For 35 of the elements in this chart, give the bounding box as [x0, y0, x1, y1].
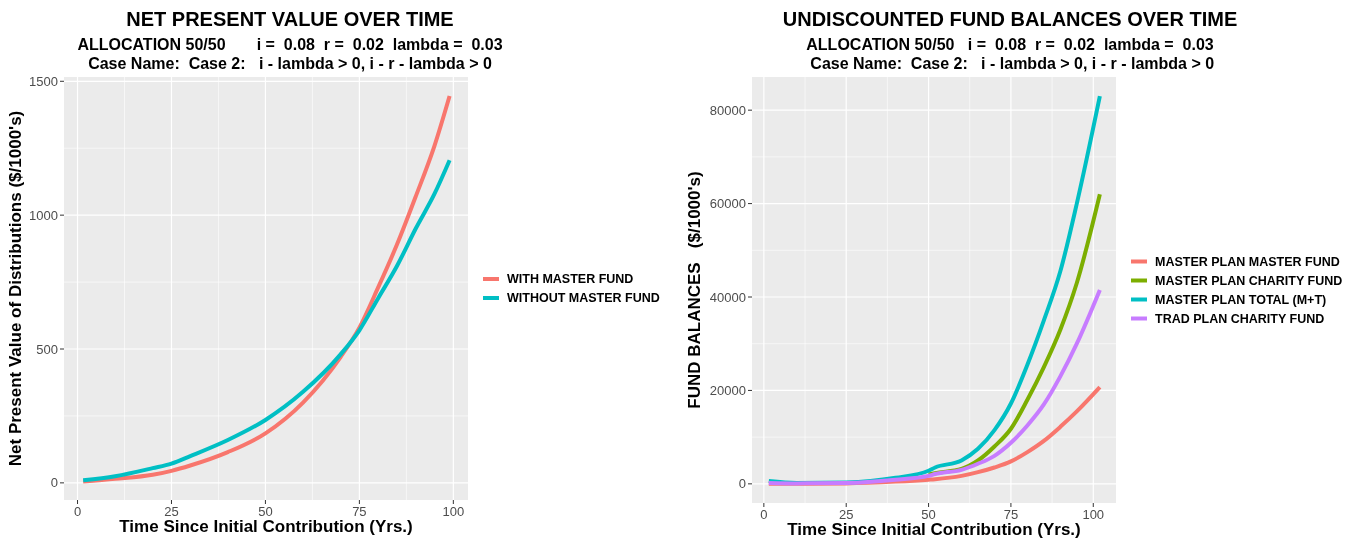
y-tick-label: 20000 [709, 382, 746, 398]
line-series [81, 158, 452, 483]
y-tick-label: 1500 [29, 73, 58, 89]
x-axis-title: Time Since Initial Contribution (Yrs.) [119, 517, 413, 536]
y-axis-title: Net Present Value of Distributions ($/1000's) [6, 110, 25, 467]
legend-label: TRAD PLAN CHARITY FUND [1155, 311, 1325, 326]
x-tick-label: 0 [73, 504, 82, 519]
y-tick-label: 0 [738, 476, 746, 492]
x-tick-label: 100 [1082, 507, 1105, 522]
x-tick-label: 75 [352, 504, 367, 519]
legend-label: WITH MASTER FUND [507, 272, 634, 287]
legend-label: WITHOUT MASTER FUND [507, 291, 660, 306]
x-tick-label: 25 [838, 507, 854, 522]
x-axis-title: Time Since Initial Contribution (Yrs.) [787, 520, 1081, 539]
y-tick-label: 1000 [29, 207, 58, 223]
y-tick-label: 500 [36, 341, 58, 357]
line-series [766, 288, 1102, 486]
x-tick-label: 50 [921, 507, 936, 522]
y-axis-title: FUND BALANCES ($/1000's) [685, 171, 704, 409]
chart-subtitle: ALLOCATION 50/50 i = 0.08 r = 0.02 lambda = 0.03 Case Name: Case 2: i - lambda > 0, i - r - lambda > 0 [805, 36, 1215, 72]
legend-label: MASTER PLAN CHARITY FUND [1155, 273, 1343, 288]
x-tick-label: 25 [164, 504, 179, 519]
x-tick-label: 50 [258, 504, 273, 519]
y-tick-label: 0 [50, 475, 58, 491]
legend-label: MASTER PLAN MASTER FUND [1155, 254, 1340, 269]
x-tick-label: 100 [442, 504, 465, 519]
legend-label: MASTER PLAN TOTAL (M+T) [1155, 292, 1327, 307]
x-tick-label: 75 [1003, 507, 1019, 522]
y-tick-label: 40000 [709, 289, 746, 305]
chart-title: UNDISCOUNTED FUND BALANCES OVER TIME [782, 8, 1238, 30]
chart-title: NET PRESENT VALUE OVER TIME [126, 8, 454, 30]
y-tick-label: 60000 [709, 196, 746, 212]
x-tick-label: 0 [760, 507, 768, 522]
y-tick-label: 80000 [709, 102, 746, 118]
chart-subtitle: ALLOCATION 50/50 i = 0.08 r = 0.02 lambda = 0.03 Case Name: Case 2: i - lambda > 0, i - r - lambda > 0 [77, 36, 503, 72]
